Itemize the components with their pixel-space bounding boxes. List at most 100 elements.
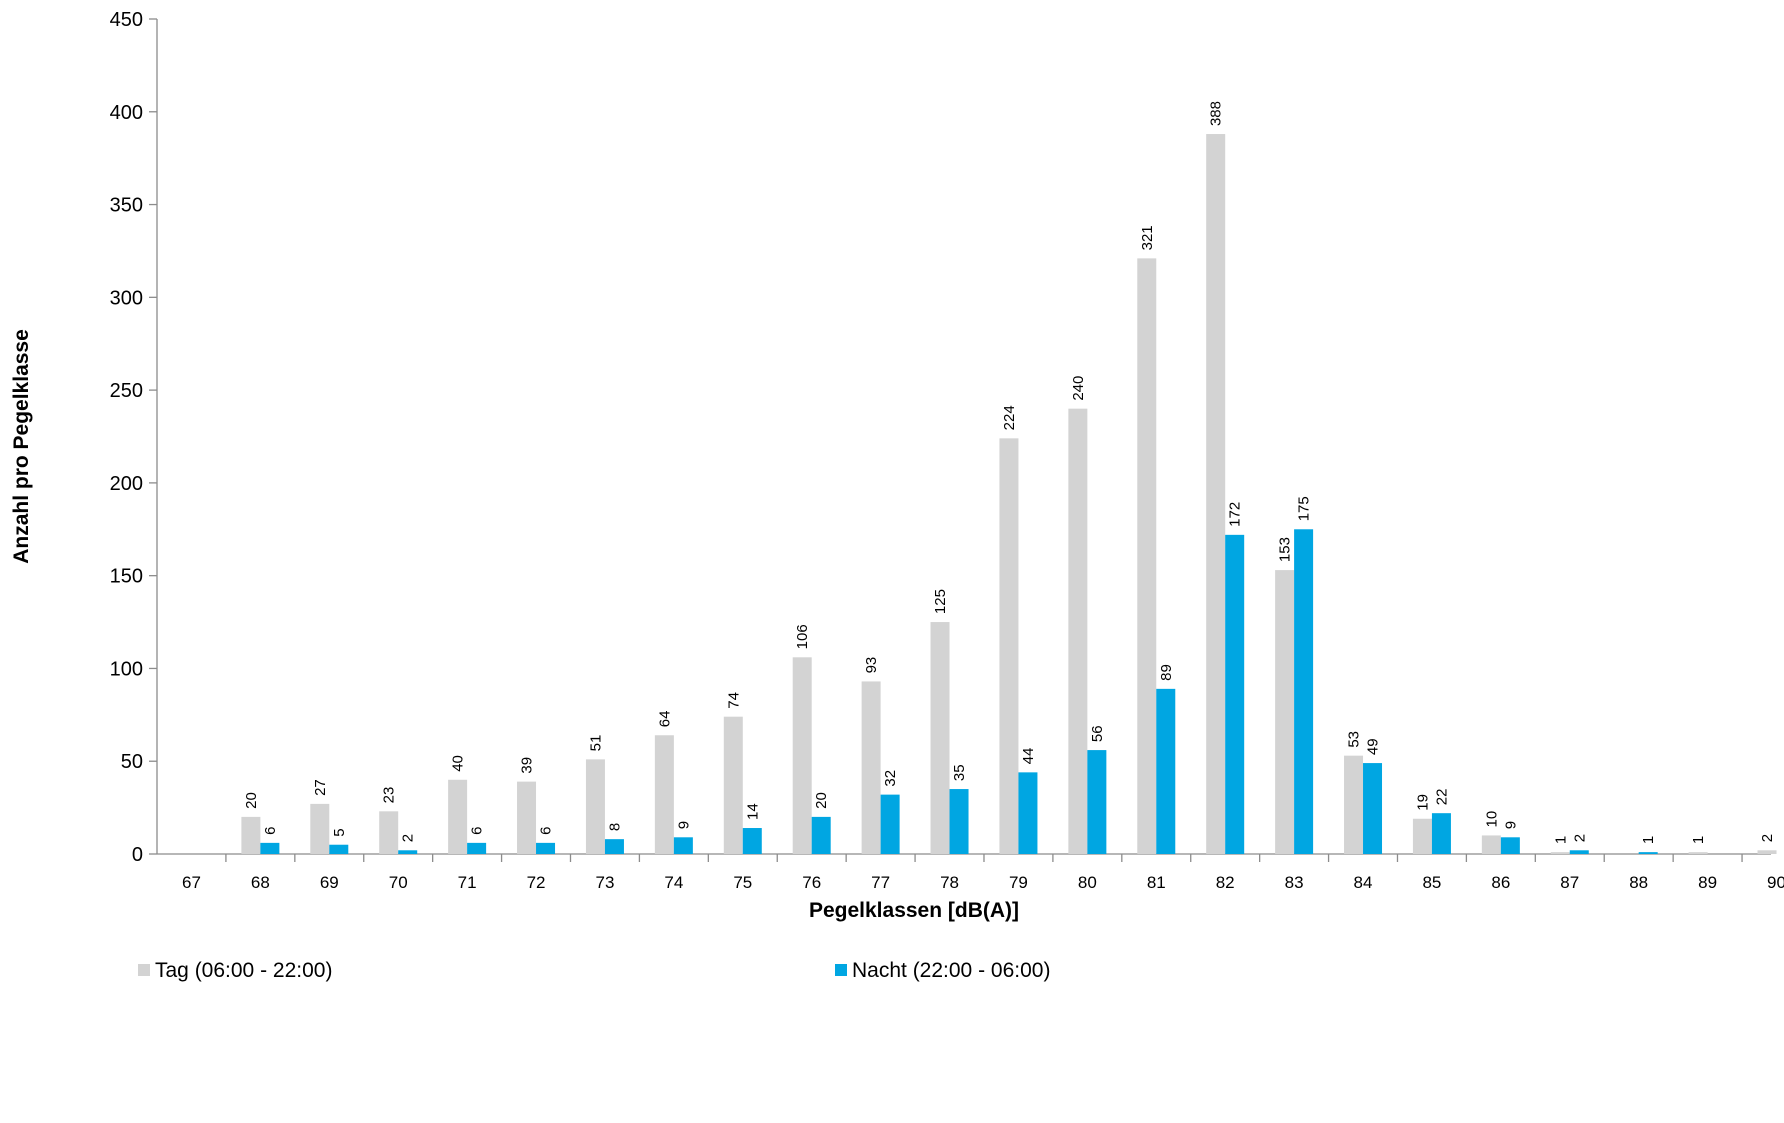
data-label-nacht-82: 172: [1227, 502, 1244, 527]
x-tick-label: 81: [1147, 873, 1166, 892]
data-label-nacht-74: 9: [675, 821, 692, 829]
legend-label-tag: Tag (06:00 - 22:00): [155, 959, 332, 982]
bar-nacht-87: [1569, 850, 1589, 854]
bar-tag-74: [654, 735, 674, 854]
bar-tag-81: [1137, 258, 1157, 854]
data-label-tag-78: 125: [932, 589, 949, 614]
x-tick-label: 77: [871, 873, 890, 892]
bar-nacht-86: [1500, 837, 1520, 854]
data-label-nacht-79: 44: [1020, 748, 1037, 765]
data-label-nacht-88: 1: [1640, 836, 1657, 844]
legend-label-nacht: Nacht (22:00 - 06:00): [852, 959, 1050, 982]
bar-nacht-72: [536, 842, 556, 854]
data-label-tag-80: 240: [1070, 376, 1087, 401]
data-label-tag-68: 20: [243, 792, 260, 809]
data-label-tag-84: 53: [1346, 731, 1363, 748]
x-tick-label: 82: [1216, 873, 1235, 892]
x-tick-label: 86: [1491, 873, 1510, 892]
data-label-tag-86: 10: [1483, 811, 1500, 828]
bar-tag-87: [1550, 852, 1570, 854]
data-label-nacht-78: 35: [951, 764, 968, 781]
x-tick-label: 84: [1354, 873, 1373, 892]
data-label-nacht-83: 175: [1296, 496, 1313, 521]
data-label-tag-77: 93: [863, 657, 880, 674]
data-label-nacht-87: 2: [1571, 834, 1588, 842]
data-label-nacht-69: 5: [331, 828, 348, 836]
data-label-tag-81: 321: [1139, 225, 1156, 250]
bar-nacht-88: [1638, 852, 1658, 854]
bar-nacht-77: [880, 794, 900, 854]
bar-tag-86: [1481, 835, 1501, 854]
y-tick-label: 400: [110, 102, 143, 124]
bar-tag-80: [1068, 408, 1088, 854]
data-label-nacht-73: 8: [606, 823, 623, 831]
bar-nacht-75: [742, 828, 762, 854]
legend: Tag (06:00 - 22:00) Nacht (22:00 - 06:00): [138, 959, 1050, 982]
bars: [241, 134, 1777, 855]
y-tick-label: 150: [110, 566, 143, 588]
bar-tag-84: [1344, 755, 1364, 854]
bar-tag-90: [1757, 850, 1777, 854]
y-axis-title: Anzahl pro Pegelklasse: [10, 329, 33, 564]
x-tick-label: 74: [664, 873, 683, 892]
data-label-nacht-81: 89: [1158, 664, 1175, 681]
data-label-tag-76: 106: [794, 624, 811, 649]
legend-swatch-nacht: [835, 964, 847, 976]
x-tick-label: 69: [320, 873, 339, 892]
x-tick-label: 78: [940, 873, 959, 892]
x-tick-label: 68: [251, 873, 270, 892]
data-label-tag-89: 1: [1690, 836, 1707, 844]
data-label-tag-87: 1: [1552, 836, 1569, 844]
y-tick-label: 0: [132, 844, 143, 866]
data-label-nacht-86: 9: [1502, 821, 1519, 829]
x-tick-label: 67: [182, 873, 201, 892]
data-label-tag-85: 19: [1414, 794, 1431, 811]
bar-tag-75: [723, 716, 743, 854]
y-tick-label: 200: [110, 473, 143, 495]
x-tick-label: 89: [1698, 873, 1717, 892]
bar-nacht-78: [949, 789, 969, 854]
bar-nacht-76: [811, 816, 831, 854]
data-label-nacht-70: 2: [400, 834, 417, 842]
data-label-nacht-75: 14: [744, 803, 761, 820]
bar-nacht-74: [673, 837, 693, 854]
x-axis-title: Pegelklassen [dB(A)]: [809, 899, 1019, 922]
bar-nacht-82: [1225, 534, 1245, 854]
y-tick-label: 450: [110, 9, 143, 31]
bar-tag-77: [861, 681, 881, 854]
data-label-tag-83: 153: [1277, 537, 1294, 562]
x-tick-label: 88: [1629, 873, 1648, 892]
bar-tag-76: [792, 657, 812, 854]
x-tick-label: 90: [1767, 873, 1784, 892]
bar-nacht-84: [1363, 763, 1383, 854]
bar-nacht-69: [329, 844, 349, 854]
y-tick-label: 100: [110, 658, 143, 680]
bar-nacht-73: [604, 839, 624, 854]
x-tick-label: 72: [527, 873, 546, 892]
bar-nacht-80: [1087, 750, 1107, 854]
data-label-tag-75: 74: [725, 692, 742, 709]
x-tick-label: 83: [1285, 873, 1304, 892]
bar-tag-71: [448, 779, 468, 854]
data-label-tag-79: 224: [1001, 405, 1018, 430]
bar-nacht-81: [1156, 688, 1176, 854]
bar-tag-85: [1412, 818, 1432, 854]
bar-tag-82: [1206, 134, 1226, 855]
bar-tag-73: [585, 759, 605, 854]
data-label-tag-90: 2: [1759, 834, 1776, 842]
bar-tag-72: [517, 781, 537, 854]
axis-titles: Pegelklassen [dB(A)] Anzahl pro Pegelkla…: [10, 329, 1019, 922]
bar-nacht-79: [1018, 772, 1038, 854]
x-tick-label: 80: [1078, 873, 1097, 892]
data-label-tag-82: 388: [1208, 101, 1225, 126]
bar-tag-70: [379, 811, 399, 854]
y-tick-label: 50: [121, 751, 143, 773]
bar-nacht-70: [398, 850, 418, 854]
x-tick-label: 85: [1422, 873, 1441, 892]
data-label-tag-72: 39: [519, 757, 536, 774]
x-tick-label: 79: [1009, 873, 1028, 892]
data-label-nacht-80: 56: [1089, 725, 1106, 742]
